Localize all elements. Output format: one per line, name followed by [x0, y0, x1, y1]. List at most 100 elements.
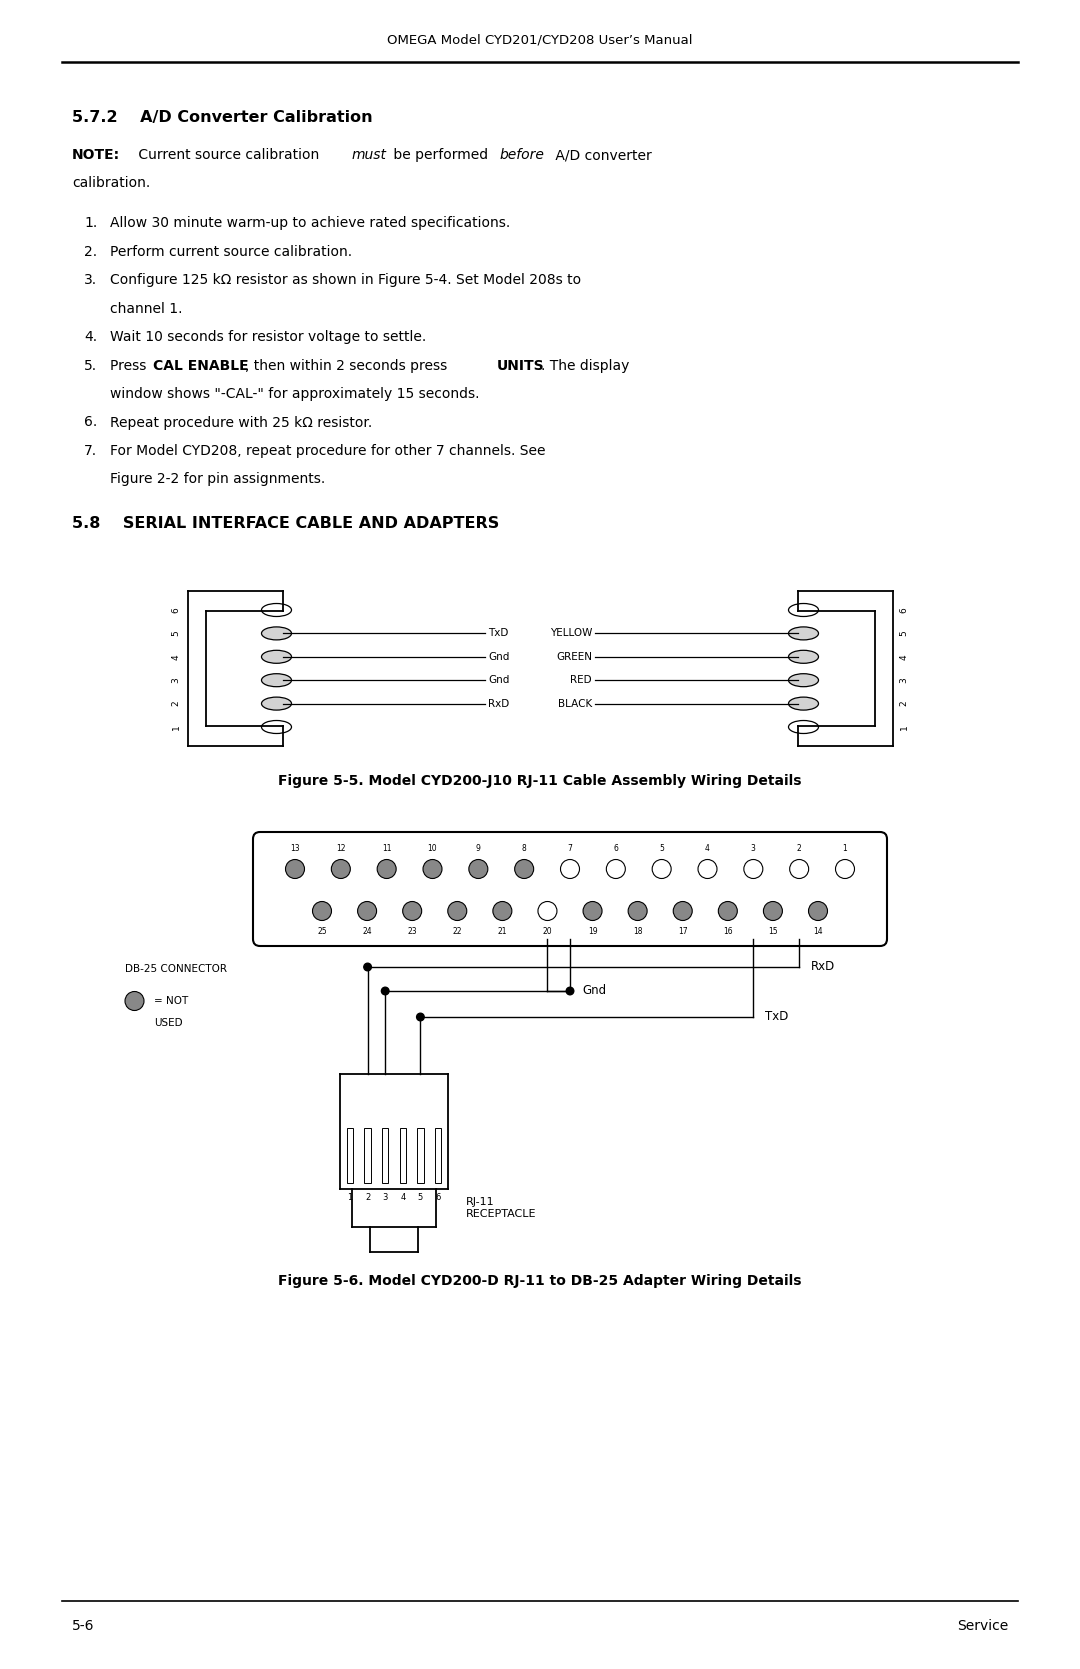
Bar	[400, 1128, 406, 1183]
Text: 1: 1	[348, 1193, 353, 1202]
Text: 5.: 5.	[84, 359, 97, 372]
Circle shape	[836, 860, 854, 878]
Bar	[435, 1128, 442, 1183]
Text: 6.: 6.	[84, 416, 97, 429]
Ellipse shape	[261, 698, 292, 709]
Circle shape	[718, 901, 738, 921]
Text: , then within 2 seconds press: , then within 2 seconds press	[245, 359, 451, 372]
Ellipse shape	[261, 721, 292, 733]
Text: USED: USED	[154, 1018, 183, 1028]
Text: TxD: TxD	[766, 1010, 788, 1023]
Text: Repeat procedure with 25 kΩ resistor.: Repeat procedure with 25 kΩ resistor.	[110, 416, 373, 429]
Text: 19: 19	[588, 926, 597, 936]
Text: RxD: RxD	[811, 960, 836, 973]
Text: 7: 7	[568, 845, 572, 853]
Text: 3: 3	[172, 678, 180, 683]
Circle shape	[673, 901, 692, 921]
Ellipse shape	[788, 721, 819, 733]
Text: Allow 30 minute warm-up to achieve rated specifications.: Allow 30 minute warm-up to achieve rated…	[110, 215, 510, 230]
Circle shape	[125, 991, 144, 1010]
Text: BLACK: BLACK	[557, 699, 592, 709]
Circle shape	[492, 901, 512, 921]
Text: RxD: RxD	[488, 699, 510, 709]
Text: 24: 24	[362, 926, 372, 936]
Text: Gnd: Gnd	[488, 653, 510, 663]
Text: Service: Service	[957, 1619, 1008, 1632]
Text: be performed: be performed	[389, 149, 492, 162]
Text: channel 1.: channel 1.	[110, 302, 183, 315]
Ellipse shape	[261, 674, 292, 686]
Text: UNITS: UNITS	[497, 359, 544, 372]
Text: 2: 2	[900, 701, 908, 706]
Bar	[382, 1128, 389, 1183]
Text: 2: 2	[365, 1193, 370, 1202]
Text: Figure 5-5. Model CYD200-J10 RJ-11 Cable Assembly Wiring Details: Figure 5-5. Model CYD200-J10 RJ-11 Cable…	[279, 774, 801, 788]
Circle shape	[789, 860, 809, 878]
Text: 2: 2	[172, 701, 180, 706]
Circle shape	[469, 860, 488, 878]
Text: Figure 2-2 for pin assignments.: Figure 2-2 for pin assignments.	[110, 472, 325, 486]
Text: 18: 18	[633, 926, 643, 936]
Text: Perform current source calibration.: Perform current source calibration.	[110, 244, 352, 259]
Bar	[417, 1128, 423, 1183]
Text: 2.: 2.	[84, 244, 97, 259]
Circle shape	[377, 860, 396, 878]
Text: window shows "-CAL-" for approximately 15 seconds.: window shows "-CAL-" for approximately 1…	[110, 387, 480, 401]
Circle shape	[448, 901, 467, 921]
Text: 11: 11	[382, 845, 391, 853]
Text: RED: RED	[570, 676, 592, 686]
Text: 6: 6	[172, 608, 180, 613]
Ellipse shape	[788, 674, 819, 686]
Circle shape	[583, 901, 602, 921]
Text: 8: 8	[522, 845, 527, 853]
Text: 23: 23	[407, 926, 417, 936]
Circle shape	[566, 986, 573, 995]
Text: 6: 6	[613, 845, 618, 853]
Circle shape	[357, 901, 377, 921]
Text: = NOT: = NOT	[154, 996, 188, 1006]
Text: 4: 4	[172, 654, 180, 659]
Circle shape	[312, 901, 332, 921]
Text: 5: 5	[172, 631, 180, 636]
Text: 5: 5	[900, 631, 908, 636]
Circle shape	[764, 901, 782, 921]
Text: OMEGA Model CYD201/CYD208 User’s Manual: OMEGA Model CYD201/CYD208 User’s Manual	[388, 33, 692, 47]
Circle shape	[561, 860, 580, 878]
Text: 10: 10	[428, 845, 437, 853]
Text: GREEN: GREEN	[556, 653, 592, 663]
Text: NOTE:: NOTE:	[72, 149, 120, 162]
Text: 13: 13	[291, 845, 300, 853]
Text: Configure 125 kΩ resistor as shown in Figure 5-4. Set Model 208s to: Configure 125 kΩ resistor as shown in Fi…	[110, 274, 581, 287]
Text: 15: 15	[768, 926, 778, 936]
Text: 4.: 4.	[84, 330, 97, 344]
Circle shape	[285, 860, 305, 878]
Text: 4: 4	[401, 1193, 405, 1202]
Circle shape	[809, 901, 827, 921]
Circle shape	[381, 986, 389, 995]
Text: A/D converter: A/D converter	[551, 149, 651, 162]
Circle shape	[652, 860, 671, 878]
Text: 4: 4	[705, 845, 710, 853]
Circle shape	[744, 860, 762, 878]
Text: 14: 14	[813, 926, 823, 936]
Text: 5: 5	[659, 845, 664, 853]
Text: Gnd: Gnd	[582, 985, 606, 998]
Text: 3: 3	[382, 1193, 388, 1202]
Text: 17: 17	[678, 926, 688, 936]
Ellipse shape	[788, 651, 819, 663]
Text: 1: 1	[842, 845, 848, 853]
Text: DB-25 CONNECTOR: DB-25 CONNECTOR	[125, 965, 227, 975]
Text: 7.: 7.	[84, 444, 97, 457]
Text: YELLOW: YELLOW	[550, 629, 592, 639]
Ellipse shape	[261, 628, 292, 639]
Text: 12: 12	[336, 845, 346, 853]
Bar	[364, 1128, 370, 1183]
Text: 9: 9	[476, 845, 481, 853]
Text: 20: 20	[542, 926, 552, 936]
Text: 5-6: 5-6	[72, 1619, 95, 1632]
Text: Gnd: Gnd	[488, 676, 510, 686]
Circle shape	[364, 963, 372, 971]
Text: CAL ENABLE: CAL ENABLE	[153, 359, 248, 372]
Circle shape	[423, 860, 442, 878]
Circle shape	[606, 860, 625, 878]
